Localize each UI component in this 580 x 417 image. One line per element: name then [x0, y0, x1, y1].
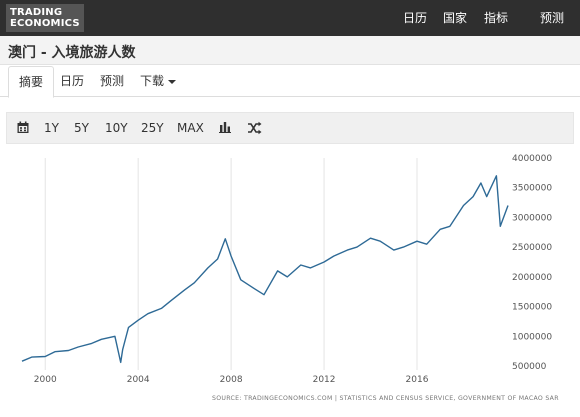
- trading-economics-logo[interactable]: TRADING ECONOMICS: [6, 4, 84, 32]
- range-1y-button[interactable]: 1Y: [44, 121, 59, 135]
- range-25y-button[interactable]: 25Y: [141, 121, 164, 135]
- chart-source: SOURCE: TRADINGECONOMICS.COM | STATISTIC…: [212, 395, 559, 402]
- chevron-down-icon: [168, 79, 177, 84]
- nav-countries[interactable]: 国家: [443, 11, 468, 25]
- y-tick-label: 1000000: [512, 332, 552, 342]
- nav-calendar[interactable]: 日历: [403, 11, 428, 25]
- y-tick-label: 4000000: [512, 154, 552, 164]
- series-line: [21, 175, 509, 364]
- x-tick-label: 2012: [313, 375, 336, 385]
- tab-summary[interactable]: 摘要: [8, 66, 55, 98]
- shuffle-icon[interactable]: [248, 113, 262, 143]
- tab-forecast[interactable]: 预测: [100, 74, 125, 88]
- y-tick-label: 3000000: [512, 213, 552, 223]
- x-tick-label: 2004: [127, 375, 150, 385]
- y-tick-label: 2500000: [512, 243, 552, 253]
- calendar-icon[interactable]: [17, 113, 29, 143]
- y-tick-label: 2000000: [512, 273, 552, 283]
- range-max-button[interactable]: MAX: [177, 121, 204, 135]
- y-tick-label: 3500000: [512, 184, 552, 194]
- logo-line1: TRADING: [10, 7, 63, 18]
- line-chart: 2000 2004 2008 2012 2016 500000 1000000 150000…: [21, 154, 559, 402]
- tab-download-label: 下载: [140, 74, 165, 88]
- page-title: 澳门 - 入境旅游人数: [8, 45, 136, 61]
- range-5y-button[interactable]: 5Y: [74, 121, 89, 135]
- x-tick-label: 2000: [34, 375, 57, 385]
- logo-line2: ECONOMICS: [10, 18, 80, 29]
- range-10y-button[interactable]: 10Y: [105, 121, 128, 135]
- nav-forecast[interactable]: 预测: [540, 11, 565, 25]
- chart-area: 2000 2004 2008 2012 2016 500000 1000000 150000…: [0, 146, 580, 417]
- y-tick-label: 500000: [512, 362, 547, 372]
- chart-toolbar: 1Y 5Y 10Y 25Y MAX: [6, 112, 574, 144]
- tab-bar: 摘要 日历 预测 下载: [0, 66, 580, 98]
- y-tick-label: 1500000: [512, 303, 552, 313]
- tab-download[interactable]: 下载: [130, 66, 186, 97]
- bar-chart-icon[interactable]: [219, 113, 231, 143]
- title-bar: 澳门 - 入境旅游人数: [0, 36, 580, 65]
- x-tick-label: 2008: [220, 375, 243, 385]
- top-navbar: TRADING ECONOMICS 日历 国家 指标 预测: [0, 0, 580, 36]
- tab-calendar[interactable]: 日历: [60, 74, 85, 88]
- nav-indicators[interactable]: 指标: [484, 11, 509, 25]
- x-tick-label: 2016: [406, 375, 429, 385]
